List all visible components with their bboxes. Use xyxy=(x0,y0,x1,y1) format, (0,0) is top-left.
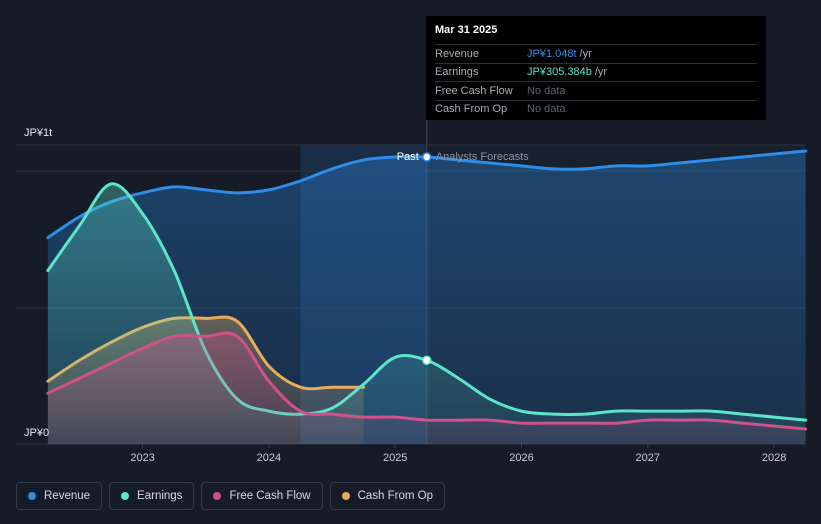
tooltip-row-earnings: Earnings JP¥305.384b /yr xyxy=(435,62,757,82)
legend-item-revenue[interactable]: Revenue xyxy=(16,482,103,510)
tooltip-label: Free Cash Flow xyxy=(435,84,513,97)
tooltip-label: Cash From Op xyxy=(435,103,508,116)
y-tick-label: JP¥1t xyxy=(24,127,52,139)
x-tick-label: 2025 xyxy=(383,452,407,464)
x-tick-label: 2023 xyxy=(130,452,154,464)
tooltip-unit: /yr xyxy=(579,47,592,60)
cash-from-op-dot-icon xyxy=(341,492,350,500)
tooltip-unit: /yr xyxy=(594,66,608,79)
revenue-marker xyxy=(422,152,432,162)
tooltip-row-cash-from-op: Cash From Op No data xyxy=(435,99,757,119)
legend-label: Earnings xyxy=(137,490,183,502)
past-label: Past xyxy=(397,151,419,163)
x-tick-label: 2026 xyxy=(509,452,533,464)
x-tick-label: 2027 xyxy=(636,452,660,464)
earnings-dot-icon xyxy=(121,492,130,500)
chart-tooltip: Mar 31 2025 Revenue JP¥1.048t /yr Earnin… xyxy=(426,16,766,120)
forecast-label: Analysts Forecasts xyxy=(436,151,529,163)
legend-label: Cash From Op xyxy=(357,490,434,502)
tooltip-date: Mar 31 2025 xyxy=(435,24,498,36)
legend-item-free-cash-flow[interactable]: Free Cash Flow xyxy=(201,482,323,510)
earnings-marker xyxy=(422,355,432,366)
tooltip-label: Revenue xyxy=(435,47,480,60)
tooltip-value: JP¥305.384b xyxy=(527,66,592,79)
x-tick-label: 2028 xyxy=(762,452,786,464)
free-cash-flow-dot-icon xyxy=(213,492,222,500)
free-cash-flow-area xyxy=(47,333,806,444)
tooltip-row-revenue: Revenue JP¥1.048t /yr xyxy=(435,44,757,63)
tooltip-row-free-cash-flow: Free Cash Flow No data xyxy=(435,81,757,100)
tooltip-value: JP¥1.048t xyxy=(527,47,577,60)
y-tick-label: JP¥0 xyxy=(24,427,49,439)
free-cash-flow-line xyxy=(46,331,808,431)
legend-label: Revenue xyxy=(44,490,91,502)
tooltip-value: No data xyxy=(527,84,566,97)
tooltip-value: No data xyxy=(527,103,566,116)
x-tick-label: 2024 xyxy=(257,452,281,464)
legend-item-earnings[interactable]: Earnings xyxy=(109,482,195,510)
legend-label: Free Cash Flow xyxy=(229,490,311,502)
revenue-dot-icon xyxy=(28,492,36,500)
chart-legend: Revenue Earnings Free Cash Flow Cash Fro… xyxy=(16,482,446,510)
legend-item-cash-from-op[interactable]: Cash From Op xyxy=(329,482,446,510)
tooltip-label: Earnings xyxy=(435,66,479,79)
